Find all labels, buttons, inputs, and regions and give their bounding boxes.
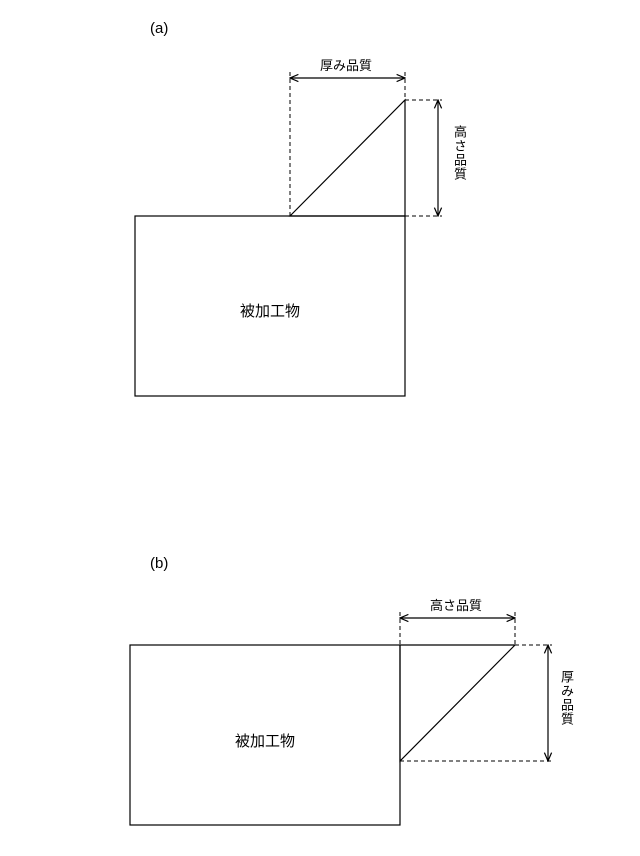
diagram-svg [0,0,640,856]
dim-label-b-thickness: 厚み品質 [557,670,576,726]
workpiece-label-a: 被加工物 [240,300,300,321]
dim-label-a-thickness: 厚み品質 [320,55,372,74]
burr-triangle-b [400,645,515,761]
dim-label-a-height: 高さ品質 [450,125,469,181]
panel-label-a: (a) [150,20,168,37]
dim-label-b-height: 高さ品質 [430,595,482,614]
burr-triangle-a [290,100,405,216]
workpiece-label-b: 被加工物 [235,730,295,751]
panel-label-b: (b) [150,555,168,572]
